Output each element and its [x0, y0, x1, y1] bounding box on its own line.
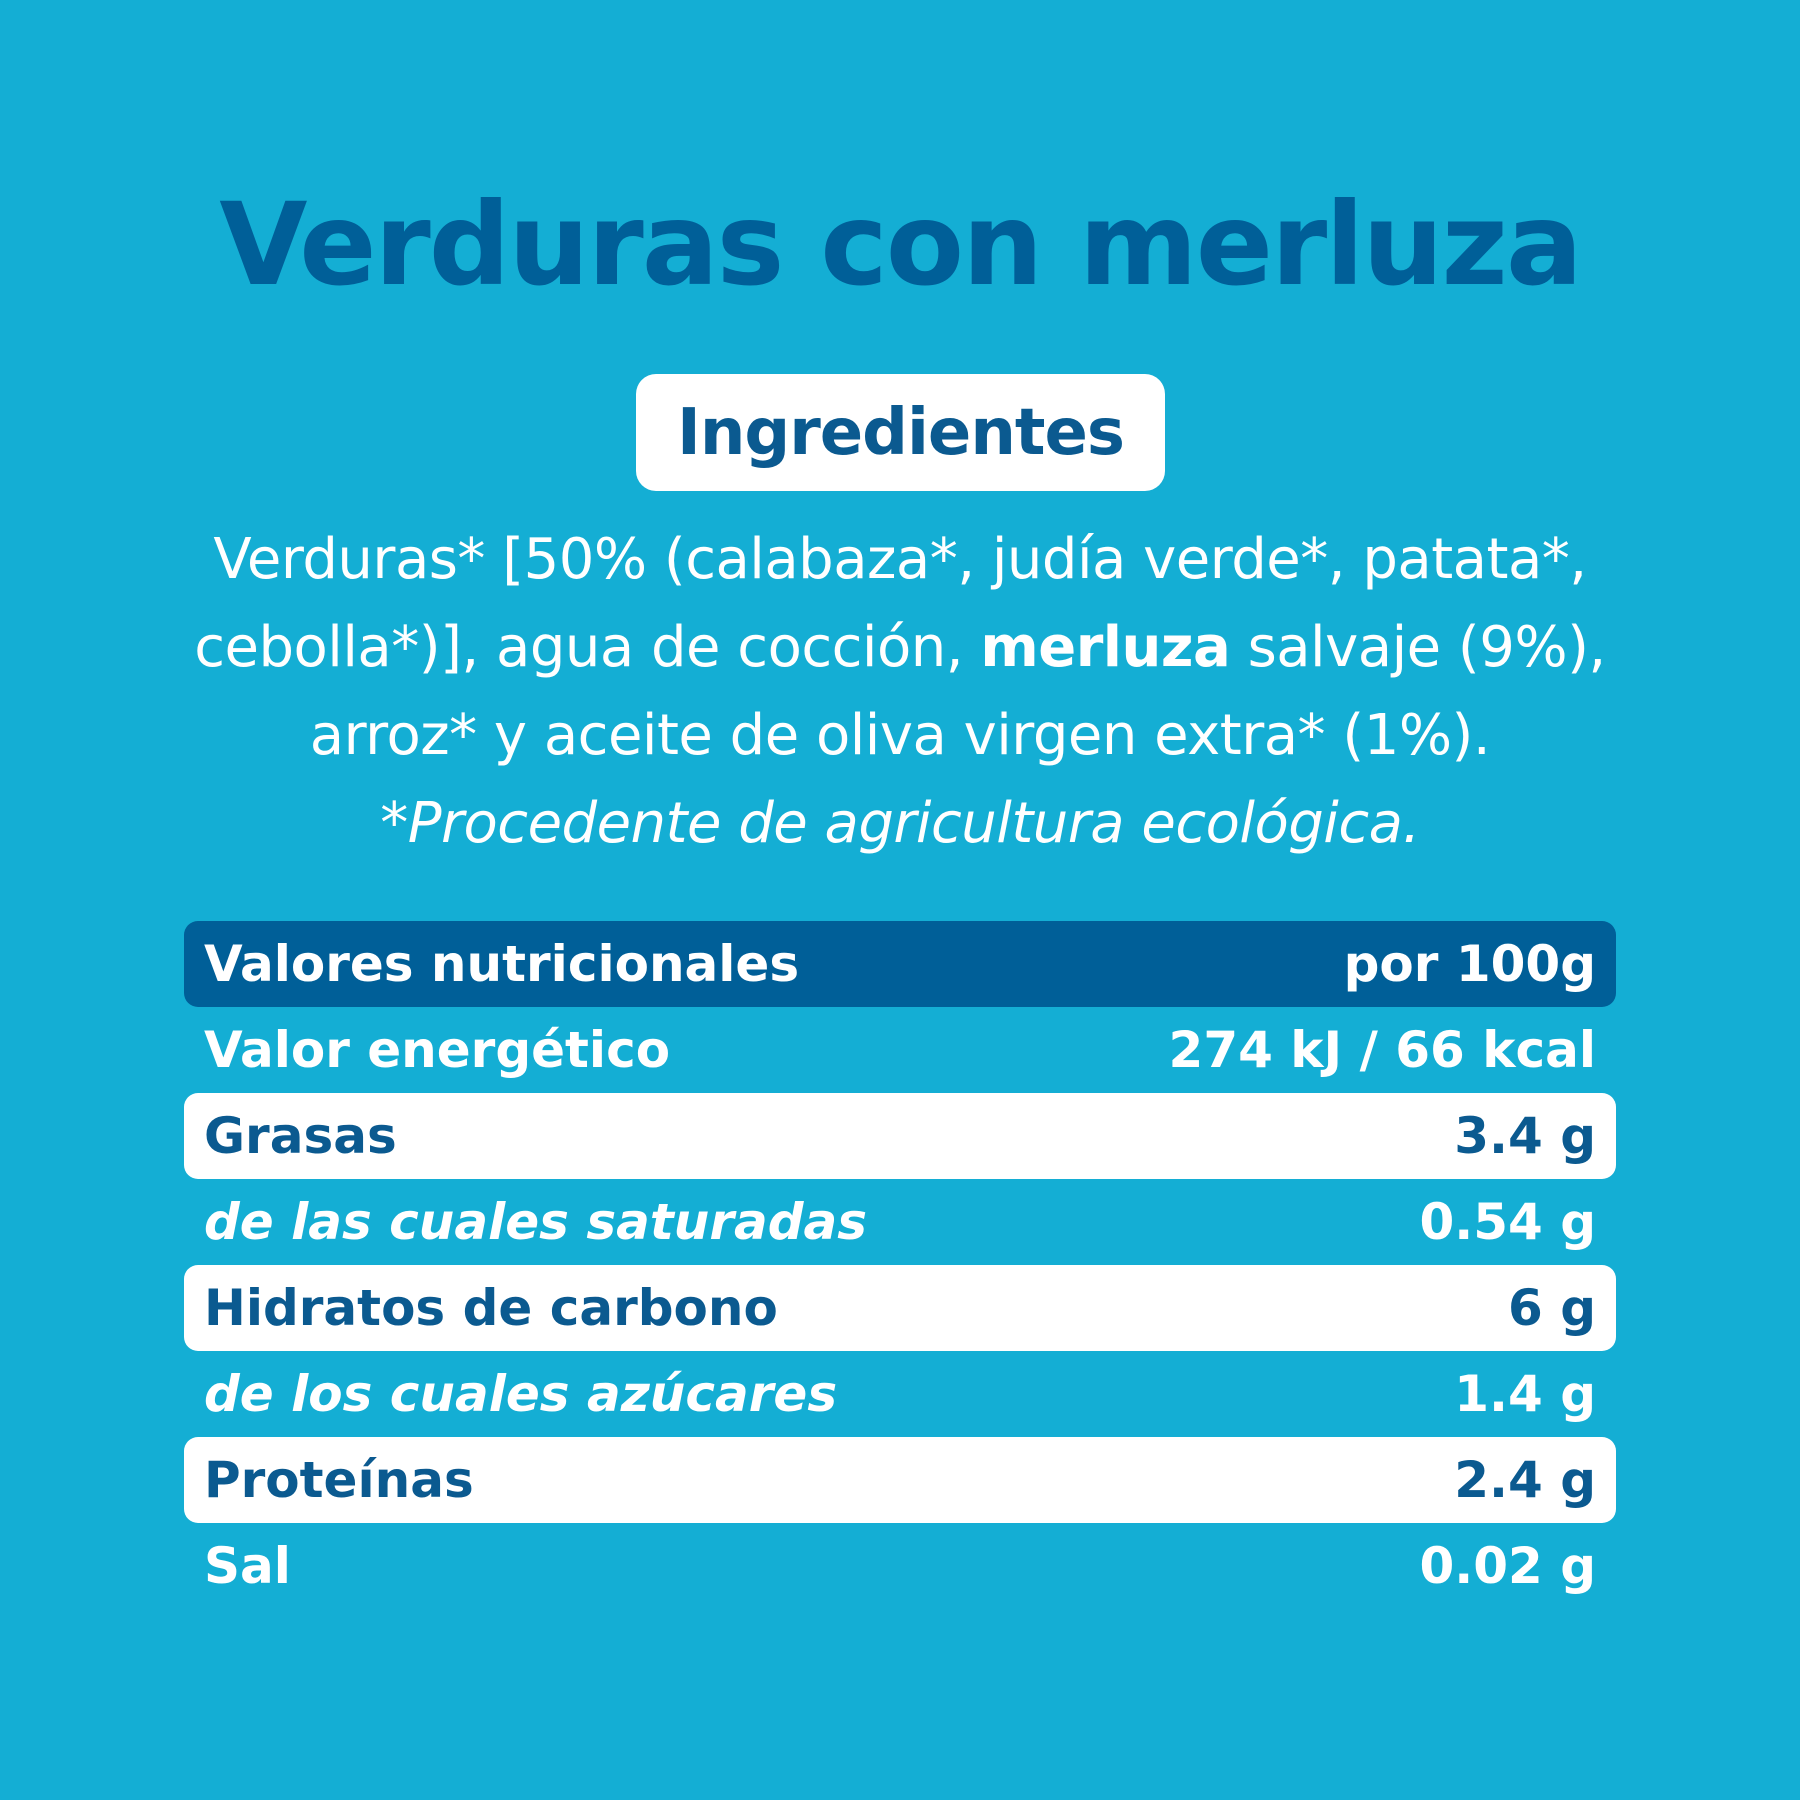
nutrition-label: Valor energético [204, 1021, 671, 1079]
nutrition-value: 3.4 g [1454, 1107, 1596, 1165]
nutrition-label: Grasas [204, 1107, 397, 1165]
nutrition-label: Proteínas [204, 1451, 474, 1509]
nutrition-label: de los cuales azúcares [204, 1365, 838, 1423]
nutrition-row-energy: Valor energético 274 kJ / 66 kcal [184, 1007, 1616, 1093]
ingredients-line-2: cebolla*)], agua de cocción, merluza sal… [150, 604, 1650, 692]
ingredients-text: Verduras* [50% (calabaza*, judía verde*,… [150, 516, 1650, 868]
nutrition-row-protein: Proteínas 2.4 g [184, 1437, 1616, 1523]
ingredients-line-1: Verduras* [50% (calabaza*, judía verde*,… [213, 527, 1587, 592]
nutrition-value: 2.4 g [1454, 1451, 1596, 1509]
ingredients-footnote: *Procedente de agricultura ecológica. [380, 791, 1420, 856]
nutrition-table: Valores nutricionales por 100g Valor ene… [184, 921, 1616, 1609]
ingredients-highlight: merluza [980, 615, 1231, 680]
nutrition-label: Sal [204, 1537, 291, 1595]
nutrition-label: de las cuales saturadas [204, 1193, 868, 1251]
nutrition-row-saturated: de las cuales saturadas 0.54 g [184, 1179, 1616, 1265]
nutrition-header-row: Valores nutricionales por 100g [184, 921, 1616, 1007]
nutrition-row-carbohydrates: Hidratos de carbono 6 g [184, 1265, 1616, 1351]
nutrition-value: 0.02 g [1419, 1537, 1596, 1595]
ingredients-line-2-start: cebolla*)], agua de cocción, [194, 615, 981, 680]
ingredients-heading: Ingredientes [677, 395, 1125, 470]
nutrition-row-fat: Grasas 3.4 g [184, 1093, 1616, 1179]
ingredients-line-3: arroz* y aceite de oliva virgen extra* (… [309, 703, 1491, 768]
nutrition-header-value: por 100g [1343, 935, 1596, 993]
nutrition-row-sugars: de los cuales azúcares 1.4 g [184, 1351, 1616, 1437]
nutrition-label: Hidratos de carbono [204, 1279, 778, 1337]
nutrition-value: 1.4 g [1454, 1365, 1596, 1423]
ingredients-badge: Ingredientes [636, 374, 1165, 491]
nutrition-value: 274 kJ / 66 kcal [1168, 1021, 1596, 1079]
ingredients-line-2-end: salvaje (9%), [1230, 615, 1607, 680]
product-title: Verduras con merluza [219, 178, 1583, 311]
nutrition-row-salt: Sal 0.02 g [184, 1523, 1616, 1609]
nutrition-value: 6 g [1508, 1279, 1596, 1337]
nutrition-value: 0.54 g [1419, 1193, 1596, 1251]
nutrition-header-label: Valores nutricionales [204, 935, 800, 993]
